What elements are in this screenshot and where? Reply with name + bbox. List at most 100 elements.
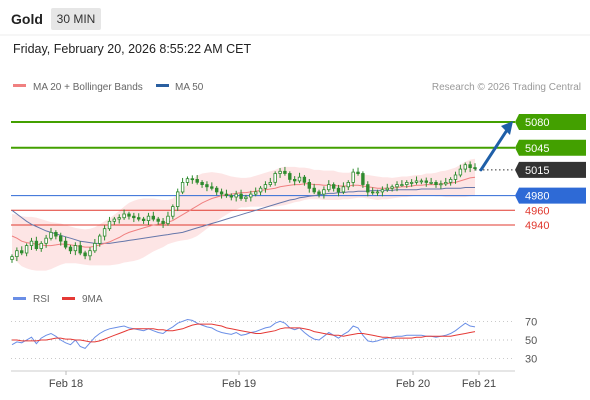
candle bbox=[161, 218, 165, 228]
candle-body bbox=[98, 235, 102, 244]
level-label-4960: 4960 bbox=[525, 205, 549, 217]
candle bbox=[307, 179, 311, 193]
candle bbox=[390, 184, 394, 192]
candle bbox=[327, 180, 331, 192]
candle-body bbox=[59, 235, 63, 242]
level-badge-shape bbox=[515, 187, 586, 204]
candle bbox=[322, 186, 326, 199]
candle bbox=[49, 227, 53, 241]
bollinger-band bbox=[12, 158, 475, 271]
candle-body bbox=[19, 250, 24, 254]
candle bbox=[175, 188, 180, 212]
candle bbox=[473, 163, 477, 171]
candle-body bbox=[331, 184, 336, 189]
candle bbox=[102, 225, 107, 241]
candle bbox=[424, 177, 428, 187]
candle bbox=[458, 164, 463, 178]
candle-body bbox=[361, 173, 365, 185]
candle-body bbox=[336, 187, 341, 193]
candle-body bbox=[78, 245, 82, 254]
candle bbox=[463, 162, 467, 173]
candle-body bbox=[448, 178, 453, 183]
candle-body bbox=[219, 191, 224, 195]
candle bbox=[166, 211, 170, 226]
candle-body bbox=[112, 218, 116, 222]
candle-body bbox=[263, 184, 268, 189]
candle bbox=[312, 183, 316, 195]
candle-body bbox=[390, 186, 394, 189]
candle-body bbox=[29, 240, 34, 246]
candle-body bbox=[458, 168, 463, 176]
level-badge-text: 5080 bbox=[525, 117, 549, 129]
candle-body bbox=[429, 181, 433, 184]
candle-body bbox=[244, 196, 248, 200]
candle-body bbox=[312, 187, 316, 193]
candle bbox=[117, 214, 121, 224]
candle bbox=[400, 180, 404, 187]
candle bbox=[78, 241, 82, 256]
rsi-tick-label: 30 bbox=[525, 354, 537, 366]
candle bbox=[205, 181, 209, 192]
candle bbox=[258, 186, 263, 196]
candle-body bbox=[278, 170, 282, 174]
candle bbox=[273, 171, 277, 186]
level-badge-5080: 5080 bbox=[515, 114, 586, 131]
level-badge-text: 5045 bbox=[525, 143, 549, 155]
level-badge-shape bbox=[515, 161, 586, 178]
candle bbox=[249, 190, 253, 202]
candle-body bbox=[434, 181, 438, 185]
candle-body bbox=[405, 181, 409, 185]
candle bbox=[83, 250, 87, 260]
candle bbox=[24, 243, 29, 257]
candle bbox=[122, 209, 126, 220]
ma50-legend-swatch bbox=[156, 84, 169, 87]
candle bbox=[180, 177, 185, 195]
candle bbox=[136, 213, 141, 222]
candle-body bbox=[317, 191, 321, 195]
candle-body bbox=[88, 250, 92, 257]
candle bbox=[429, 177, 433, 185]
timeframe-badge[interactable] bbox=[51, 8, 101, 30]
candle-body bbox=[171, 206, 175, 217]
candle bbox=[448, 177, 453, 186]
candle-body bbox=[93, 242, 97, 252]
ma20-legend-swatch bbox=[13, 84, 26, 87]
candle bbox=[244, 194, 248, 202]
candle bbox=[39, 241, 43, 252]
candle-body bbox=[463, 164, 467, 170]
candle bbox=[351, 168, 355, 187]
level-badge-4980: 4980 bbox=[515, 187, 586, 204]
candle bbox=[34, 236, 39, 251]
candle bbox=[44, 234, 48, 248]
candle-body bbox=[297, 176, 302, 182]
candle bbox=[239, 189, 243, 201]
candle bbox=[19, 246, 24, 256]
candle bbox=[468, 161, 472, 173]
candle-body bbox=[283, 170, 287, 174]
candle-body bbox=[117, 217, 121, 220]
candle bbox=[88, 247, 92, 261]
candle bbox=[444, 177, 448, 187]
candle bbox=[29, 237, 34, 250]
candle bbox=[419, 178, 424, 185]
candle bbox=[405, 180, 409, 188]
candle-body bbox=[444, 181, 448, 185]
candle-body bbox=[385, 187, 389, 191]
candle bbox=[297, 172, 302, 184]
level-badge-5045: 5045 bbox=[515, 139, 586, 156]
candle-body bbox=[44, 237, 48, 244]
candle-body bbox=[424, 180, 428, 183]
candle bbox=[214, 186, 219, 196]
candle-body bbox=[34, 240, 39, 249]
candle bbox=[409, 179, 414, 187]
candle bbox=[127, 211, 131, 220]
candle bbox=[317, 189, 321, 198]
candle-body bbox=[24, 245, 29, 254]
candle bbox=[385, 183, 389, 192]
level-badge-shape bbox=[515, 139, 586, 156]
ma50-legend-label: MA 50 bbox=[175, 82, 204, 93]
candle-body bbox=[166, 215, 170, 224]
datetime-label: Friday, February 20, 2026 8:55:22 AM CET bbox=[13, 42, 251, 56]
candle bbox=[395, 181, 399, 192]
